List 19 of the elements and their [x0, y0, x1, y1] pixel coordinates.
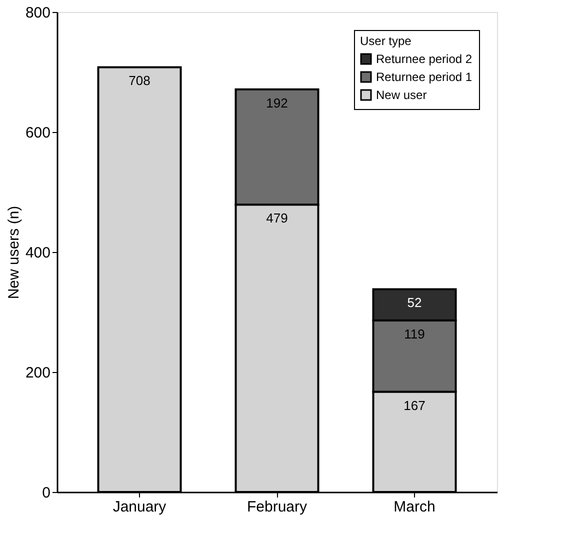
- legend-label: Returnee period 2: [376, 52, 472, 66]
- y-tick-label: 800: [25, 4, 50, 22]
- y-tick-label: 600: [25, 124, 50, 142]
- legend-label: New user: [376, 88, 427, 102]
- x-tick-label: February: [246, 498, 308, 516]
- legend-label: Returnee period 1: [376, 70, 472, 84]
- y-tick-label: 0: [42, 484, 50, 502]
- data-label: 479: [266, 210, 288, 226]
- legend-title: User type: [360, 34, 412, 48]
- data-label: 167: [404, 398, 426, 413]
- y-tick-label: 400: [25, 244, 50, 262]
- x-tick-label: January: [112, 498, 167, 516]
- y-tick-label: 200: [25, 364, 50, 382]
- data-label: 192: [266, 95, 288, 110]
- y-axis-title: New users (n): [5, 206, 22, 300]
- data-label: 119: [404, 326, 425, 342]
- data-label: 52: [407, 295, 422, 310]
- data-label: 708: [128, 73, 150, 88]
- x-tick-label: March: [394, 498, 436, 516]
